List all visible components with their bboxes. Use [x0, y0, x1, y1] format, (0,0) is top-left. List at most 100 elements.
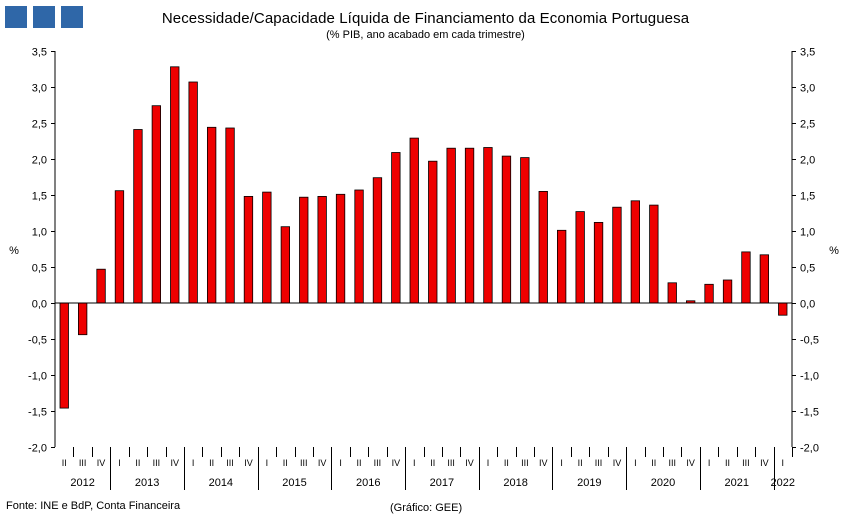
y-tick-label-right: -0,5: [800, 335, 819, 347]
quarter-label: II: [578, 458, 583, 468]
bar: [262, 191, 272, 304]
bar: [649, 204, 659, 304]
y-tick-label-right: 3,5: [800, 47, 815, 59]
bar: [299, 196, 309, 304]
bar: [428, 160, 438, 304]
bar: [704, 283, 714, 304]
y-tick-label-left: 3,0: [32, 83, 47, 95]
bar: [667, 282, 677, 304]
bar: [759, 254, 769, 304]
bar: [391, 152, 401, 304]
quarter-label: IV: [760, 458, 769, 468]
quarter-label: I: [339, 458, 342, 468]
y-tick-label-right: 2,0: [800, 155, 815, 167]
bar: [778, 302, 788, 316]
quarter-label: II: [135, 458, 140, 468]
quarter-label: II: [504, 458, 509, 468]
year-label: 2018: [503, 477, 527, 489]
chart-title: Necessidade/Capacidade Líquida de Financ…: [161, 10, 690, 27]
y-tick-label-right: 0,5: [800, 263, 815, 275]
y-tick-label-left: 3,5: [32, 47, 47, 59]
year-label: 2016: [356, 477, 380, 489]
bar: [446, 147, 456, 304]
logo-square-icon: [61, 6, 83, 28]
quarter-label: IV: [392, 458, 401, 468]
bar: [335, 193, 346, 304]
y-tick-label-right: -1,0: [800, 371, 819, 383]
quarter-label: III: [521, 458, 529, 468]
bar: [409, 137, 419, 304]
quarter-label: I: [487, 458, 490, 468]
y-tick-label-left: -0,5: [28, 335, 47, 347]
quarter-label: II: [725, 458, 730, 468]
bar: [538, 190, 548, 304]
bar: [206, 126, 217, 304]
year-label: 2017: [430, 477, 454, 489]
quarter-label: I: [413, 458, 416, 468]
bar: [243, 195, 254, 304]
bar: [59, 302, 69, 409]
quarter-label: II: [209, 458, 214, 468]
y-axis-label-left: %: [9, 245, 19, 257]
quarter-label: I: [192, 458, 195, 468]
bar: [520, 157, 530, 304]
year-label: 2022: [771, 477, 795, 489]
quarter-label: IV: [686, 458, 695, 468]
bar: [133, 129, 143, 304]
logo-square-icon: [33, 6, 55, 28]
bar: [78, 302, 88, 336]
bar: [464, 147, 475, 304]
quarter-label: II: [430, 458, 435, 468]
bar: [188, 81, 198, 304]
quarter-label: I: [560, 458, 563, 468]
y-tick-label-left: 2,0: [32, 155, 47, 167]
y-tick-label-right: -1,5: [800, 407, 819, 419]
y-tick-label-left: 1,0: [32, 227, 47, 239]
bar: [557, 229, 567, 304]
year-label: 2015: [282, 477, 306, 489]
quarter-label: IV: [539, 458, 548, 468]
y-tick-label-left: 0,5: [32, 263, 47, 275]
y-tick-label-right: 0,0: [800, 299, 815, 311]
year-label: 2020: [651, 477, 675, 489]
quarter-label: III: [668, 458, 676, 468]
year-label: 2013: [135, 477, 159, 489]
bar: [354, 189, 364, 304]
bar: [722, 279, 733, 304]
y-tick-label-left: -1,5: [28, 407, 47, 419]
quarter-label: II: [62, 458, 67, 468]
y-tick-label-right: 2,5: [800, 119, 815, 131]
year-label: 2019: [577, 477, 601, 489]
quarter-label: IV: [171, 458, 180, 468]
quarter-label: I: [708, 458, 711, 468]
bar: [114, 190, 125, 304]
bar: [630, 200, 640, 304]
quarter-label: I: [266, 458, 269, 468]
bar: [593, 221, 604, 304]
quarter-label: IV: [465, 458, 474, 468]
quarter-label: I: [782, 458, 785, 468]
bar: [225, 127, 235, 304]
bar: [317, 195, 327, 304]
bar: [501, 155, 512, 304]
bar: [483, 147, 493, 304]
bar: [372, 177, 383, 304]
logo-square-icon: [5, 6, 27, 28]
quarter-label: III: [300, 458, 308, 468]
quarter-label: I: [634, 458, 637, 468]
quarter-label: II: [357, 458, 362, 468]
logo: [5, 6, 83, 28]
quarter-label: IV: [244, 458, 253, 468]
y-tick-label-left: -1,0: [28, 371, 47, 383]
quarter-label: I: [118, 458, 121, 468]
bar: [280, 226, 291, 304]
quarter-label: IV: [613, 458, 622, 468]
source-note: Fonte: INE e BdP, Conta Financeira: [6, 500, 181, 512]
year-label: 2014: [209, 477, 233, 489]
y-tick-label-left: 2,5: [32, 119, 47, 131]
y-tick-label-right: 3,0: [800, 83, 815, 95]
quarter-label: III: [226, 458, 234, 468]
year-label: 2021: [724, 477, 748, 489]
quarter-label: II: [283, 458, 288, 468]
